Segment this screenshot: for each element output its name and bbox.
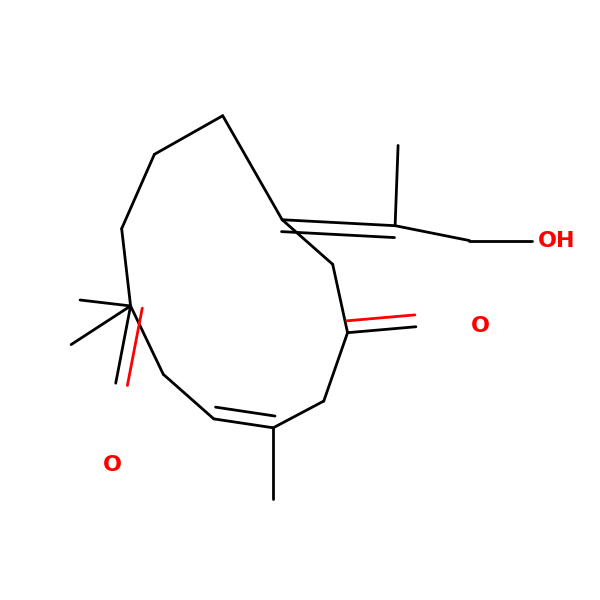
Text: O: O — [103, 455, 122, 475]
Text: OH: OH — [538, 230, 575, 251]
Text: O: O — [470, 316, 490, 335]
